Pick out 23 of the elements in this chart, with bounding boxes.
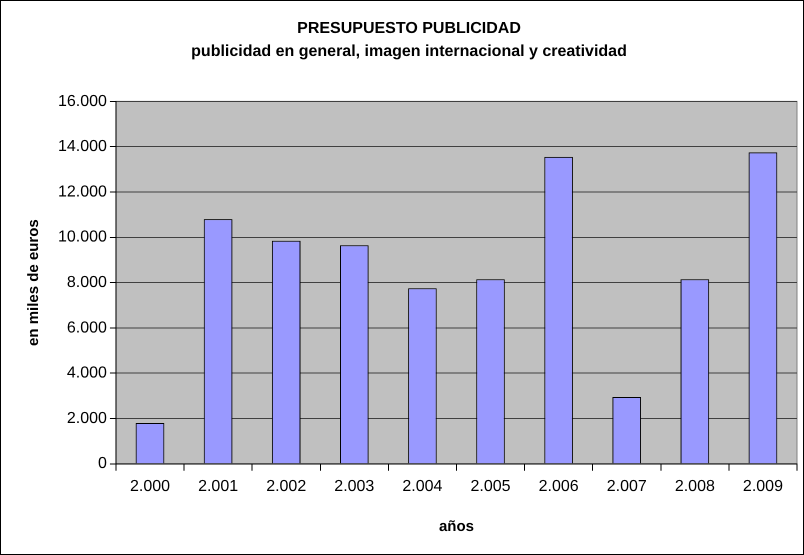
x-tick-label: 2.001 xyxy=(198,478,238,495)
y-tick-label: 8.000 xyxy=(66,274,108,292)
y-tick-label: 2.000 xyxy=(66,410,108,427)
x-tick-label: 2.006 xyxy=(538,478,579,495)
y-tick-label: 10.000 xyxy=(58,228,108,246)
x-tick-label: 2.004 xyxy=(402,478,443,495)
chart-title: PRESUPUESTO PUBLICIDAD xyxy=(297,20,521,38)
x-tick-label: 2.002 xyxy=(266,478,306,495)
x-tick-label: 2.009 xyxy=(742,478,784,495)
y-tick-label: 0 xyxy=(98,455,108,472)
x-tick-label: 2.003 xyxy=(334,478,374,495)
x-tick-label: 2.005 xyxy=(470,478,511,495)
y-tick-label: 14.000 xyxy=(58,138,108,156)
x-tick-label: 2.007 xyxy=(606,478,647,495)
y-tick-label: 6.000 xyxy=(66,319,108,336)
x-tick-label: 2.008 xyxy=(674,478,715,495)
y-tick-label: 4.000 xyxy=(66,364,108,382)
y-axis-title: en miles de euros xyxy=(25,219,42,346)
x-axis-title: años xyxy=(438,518,474,536)
y-tick-label: 12.000 xyxy=(58,183,108,200)
y-tick-label: 16.000 xyxy=(58,92,108,110)
x-tick-label: 2.000 xyxy=(130,478,170,495)
chart-subtitle: publicidad en general, imagen internacional y creatividad xyxy=(191,43,627,60)
